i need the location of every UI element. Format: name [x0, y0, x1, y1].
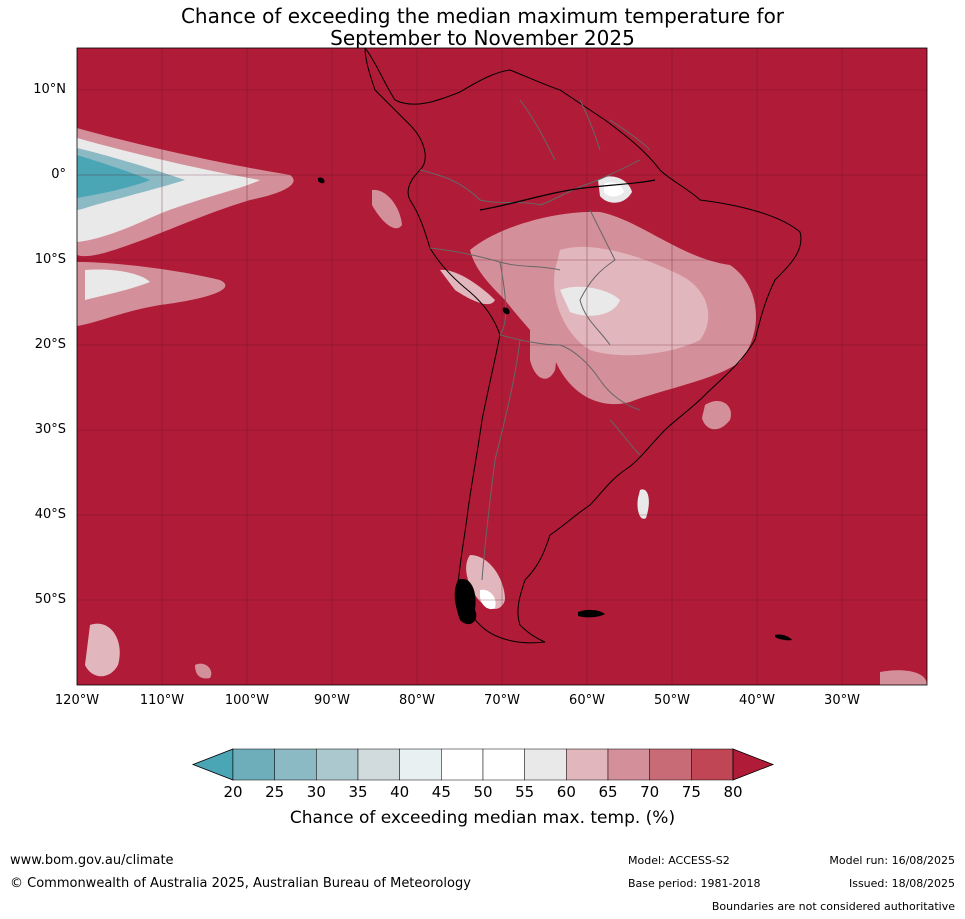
- colorbar-tick-label: 65: [598, 783, 618, 801]
- lat-label: 10°N: [33, 82, 66, 97]
- south-america-coastline: [364, 48, 802, 644]
- atlantic-patch: [702, 400, 731, 430]
- colorbar-segment: [482, 748, 525, 781]
- lake-titicaca: [502, 307, 510, 315]
- website-link[interactable]: www.bom.gov.au/climate: [10, 853, 174, 868]
- southwest-patch: [85, 623, 120, 677]
- colorbar-tick-label: 50: [473, 783, 493, 801]
- map-area: [77, 48, 927, 685]
- colorbar-segment: [691, 748, 734, 781]
- colorbar-segment: [399, 748, 442, 781]
- model-run: Model run: 16/08/2025: [829, 854, 955, 867]
- map-frame: [76, 47, 928, 686]
- colorbar-extend-high: [732, 748, 775, 781]
- colorbar-segment: [232, 748, 275, 781]
- southeast-corner-patch: [880, 670, 927, 685]
- pacific-anomaly-core: [77, 155, 150, 198]
- lon-label: 120°W: [54, 693, 100, 708]
- colorbar-segment: [316, 748, 359, 781]
- falkland-islands: [578, 609, 605, 618]
- boundaries-disclaimer: Boundaries are not considered authoritat…: [711, 900, 955, 913]
- map-title-line1: Chance of exceeding the median maximum t…: [180, 4, 785, 28]
- colorbar-segment: [524, 748, 567, 781]
- lon-label: 60°W: [569, 693, 605, 708]
- ecuador-coast-patch: [372, 189, 402, 229]
- andes-patch-central: [530, 329, 556, 379]
- lon-label: 90°W: [314, 693, 350, 708]
- colorbar-extend-low: [191, 748, 234, 781]
- se-pacific-patch-inner: [85, 269, 150, 300]
- patagonia-patch: [466, 555, 505, 610]
- colorbar-tick-label: 55: [515, 783, 535, 801]
- colorbar-tick-label: 30: [306, 783, 326, 801]
- atlantic-patch-south: [637, 489, 649, 519]
- south-georgia: [775, 634, 792, 641]
- map-title-line2: September to November 2025: [330, 26, 635, 50]
- issued-date: Issued: 18/08/2025: [848, 877, 955, 890]
- andes-patch-north: [440, 269, 495, 305]
- lon-label: 100°W: [224, 693, 270, 708]
- lat-label: 30°S: [34, 422, 66, 437]
- colorbar-segment: [649, 748, 692, 781]
- colorbar-tick-label: 70: [640, 783, 660, 801]
- copyright-text: © Commonwealth of Australia 2025, Austra…: [10, 876, 471, 891]
- colorbar-segment: [566, 748, 609, 781]
- colorbar-segment: [607, 748, 650, 781]
- patagonia-core: [480, 589, 496, 610]
- lat-label: 10°S: [34, 252, 66, 267]
- lon-label: 110°W: [139, 693, 185, 708]
- colorbar-tick-label: 25: [265, 783, 285, 801]
- model-name: Model: ACCESS-S2: [628, 854, 730, 867]
- lon-label: 40°W: [739, 693, 775, 708]
- colorbar-tick-label: 45: [431, 783, 451, 801]
- lon-label: 30°W: [824, 693, 860, 708]
- country-borders: [419, 99, 651, 581]
- lat-label: 20°S: [34, 337, 66, 352]
- colorbar-tick-label: 35: [348, 783, 368, 801]
- graticule: [77, 48, 927, 685]
- colorbar-tick-label: 80: [723, 783, 743, 801]
- colorbar-segment: [274, 748, 317, 781]
- base-period: Base period: 1981-2018: [628, 877, 761, 890]
- colorbar-tick-label: 40: [390, 783, 410, 801]
- brazil-anomaly-inner: [554, 246, 709, 356]
- colorbar-tick-label: 60: [556, 783, 576, 801]
- amazon-river: [479, 179, 656, 211]
- colorbar: [191, 748, 775, 781]
- lon-label: 80°W: [399, 693, 435, 708]
- brazil-anomaly-core: [560, 286, 620, 316]
- lon-label: 70°W: [484, 693, 520, 708]
- lat-label: 40°S: [34, 507, 66, 522]
- southwest-small-patch: [195, 663, 212, 679]
- lon-label: 50°W: [654, 693, 690, 708]
- lat-label: 0°: [51, 167, 66, 182]
- patagonia-islands: [454, 579, 477, 625]
- colorbar-segment: [357, 748, 400, 781]
- colorbar-segment: [441, 748, 484, 781]
- colorbar-title: Chance of exceeding median max. temp. (%…: [289, 808, 676, 828]
- galapagos: [317, 177, 325, 184]
- lat-label: 50°S: [34, 592, 66, 607]
- colorbar-tick-label: 20: [223, 783, 243, 801]
- colorbar-tick-label: 75: [681, 783, 701, 801]
